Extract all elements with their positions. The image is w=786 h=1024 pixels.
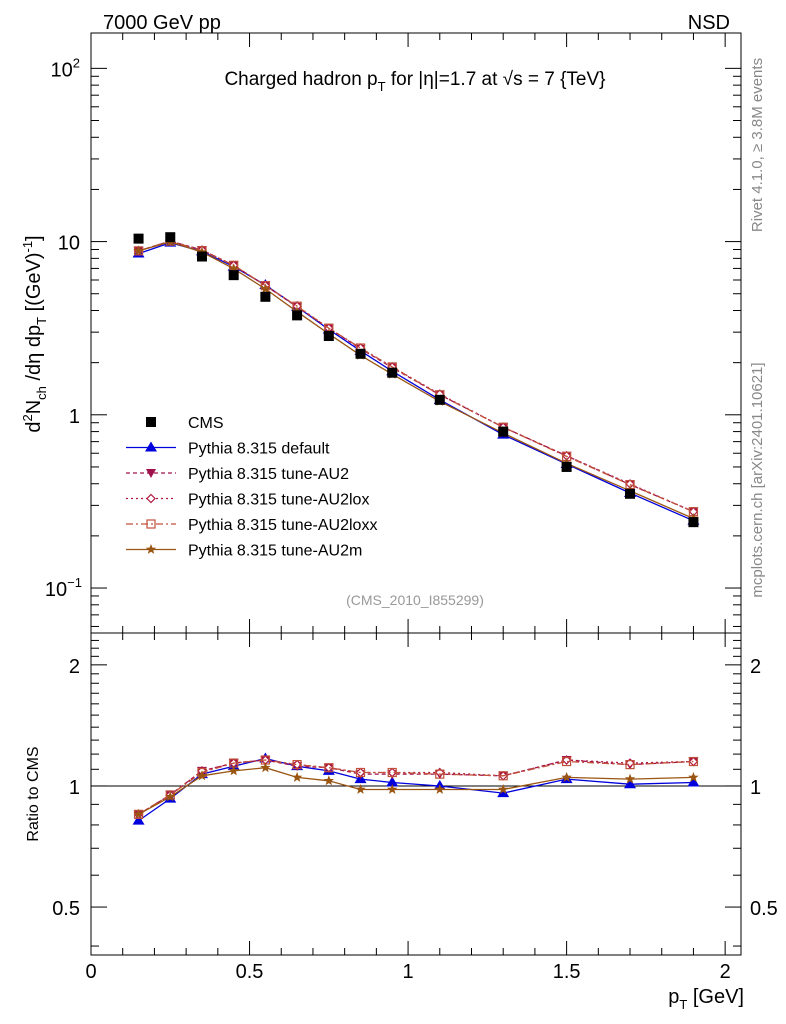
header-energy-label: 7000 GeV pp [103,12,221,34]
ratio-point [260,762,271,773]
legend-marker [146,493,156,504]
series-point [228,263,239,274]
ratio-tick-label-right: 1 [750,777,761,799]
x-tick-label: 0.5 [236,961,264,983]
y-tick-label: 102 [51,55,80,81]
y-tick-label: 10 [58,233,80,255]
series-line-main [138,241,694,520]
ratio-point [386,776,399,787]
legend-marker [145,544,157,554]
ratio-point [355,767,366,778]
data-point [196,251,207,262]
ratio-point [435,769,445,779]
ratio-point [132,814,145,825]
data-point [561,461,572,472]
ratio-point [133,808,144,819]
legend-label: Pythia 8.315 tune-AU2loxx [188,517,377,534]
rivet-version-label: Rivet 4.1.0, ≥ 3.8M events [749,58,766,232]
ratio-point [324,763,334,773]
ratio-point [291,771,303,782]
data-point [260,291,271,302]
ratio-point [624,773,636,784]
y-tick-label: 10−1 [45,575,82,601]
ratio-point [323,775,334,786]
ratio-point [355,784,366,794]
y-tick-label: 1 [69,406,80,428]
ratio-point [561,771,572,782]
ratio-point [498,784,509,794]
y-axis-title: d2Nch /dη dpT [(GeV)-1] [20,235,49,432]
axis-tick-labels: 0 0.5 1 1.5 2 10−1 1 10 102 0.5 0.5 1 1 2 2 [45,55,778,983]
ratio-point [387,784,398,794]
legend-label: Pythia 8.315 default [188,441,330,458]
legend-label: Pythia 8.315 tune-AU2lox [188,492,369,509]
data-point [355,348,366,359]
data-point [498,426,509,437]
series-line-ratio [138,759,694,815]
x-tick-label: 1 [403,961,414,983]
legend-marker [146,519,156,529]
data-point [688,517,699,528]
legend-label: Pythia 8.315 tune-AU2m [188,543,362,560]
series-line-ratio [138,757,694,822]
ratio-point [387,767,397,778]
x-axis-title: pT [GeV] [668,986,744,1012]
ratio-tick-label: 0.5 [52,898,80,920]
chart-title: Charged hadron pT for |η|=1.7 at √s = 7 … [224,69,605,94]
series-line-ratio [138,767,694,815]
data-point [323,331,334,342]
ratio-point [688,756,699,767]
x-tick-label: 1.5 [553,961,581,983]
data-point [165,232,176,243]
ratio-axis-title: Ratio to CMS [25,746,42,841]
ratio-tick-label: 2 [69,656,80,678]
ratio-tick-label: 1 [69,777,80,799]
ratio-point [687,776,700,787]
data-point [387,367,398,378]
series-line-ratio [138,759,694,815]
series-layer [132,232,700,825]
header-process-label: NSD [688,12,730,34]
legend: CMS Pythia 8.315 default Pythia 8.315 tune… [126,415,377,560]
data-point [228,270,239,281]
legend-label: Pythia 8.315 tune-AU2 [188,466,349,483]
ratio-point [228,765,239,776]
ratio-point [196,770,208,781]
ratio-point [292,760,302,770]
ratio-panel-frame [90,632,742,956]
legend-marker [146,417,156,427]
ratio-tick-label-right: 0.5 [750,898,778,920]
x-tick-label: 0 [85,961,96,983]
ratio-point [688,771,699,782]
ratio-point [165,791,176,802]
ratio-point [497,787,510,798]
series-point [260,283,271,294]
legend-label: CMS [188,415,224,432]
ratio-point [498,771,508,781]
mcplots-label: mcplots.cern.ch [arXiv:2401.10621] [749,362,766,597]
ratio-point [562,756,572,767]
legend-marker [145,441,157,452]
ratio-point [624,778,637,789]
data-point [133,233,144,244]
ratio-tick-label-right: 2 [750,656,761,678]
data-point [625,488,636,499]
analysis-tag: (CMS_2010_I855299) [346,592,484,608]
series-cms-data [133,232,699,528]
data-point [292,310,303,321]
ratio-point [434,784,445,794]
ratio-point [625,760,635,770]
data-point [434,394,445,405]
series-point [133,245,144,256]
series-line-main [138,242,694,522]
x-tick-label: 2 [720,961,731,983]
legend-marker [146,469,156,478]
series-line-ratio [138,759,694,815]
